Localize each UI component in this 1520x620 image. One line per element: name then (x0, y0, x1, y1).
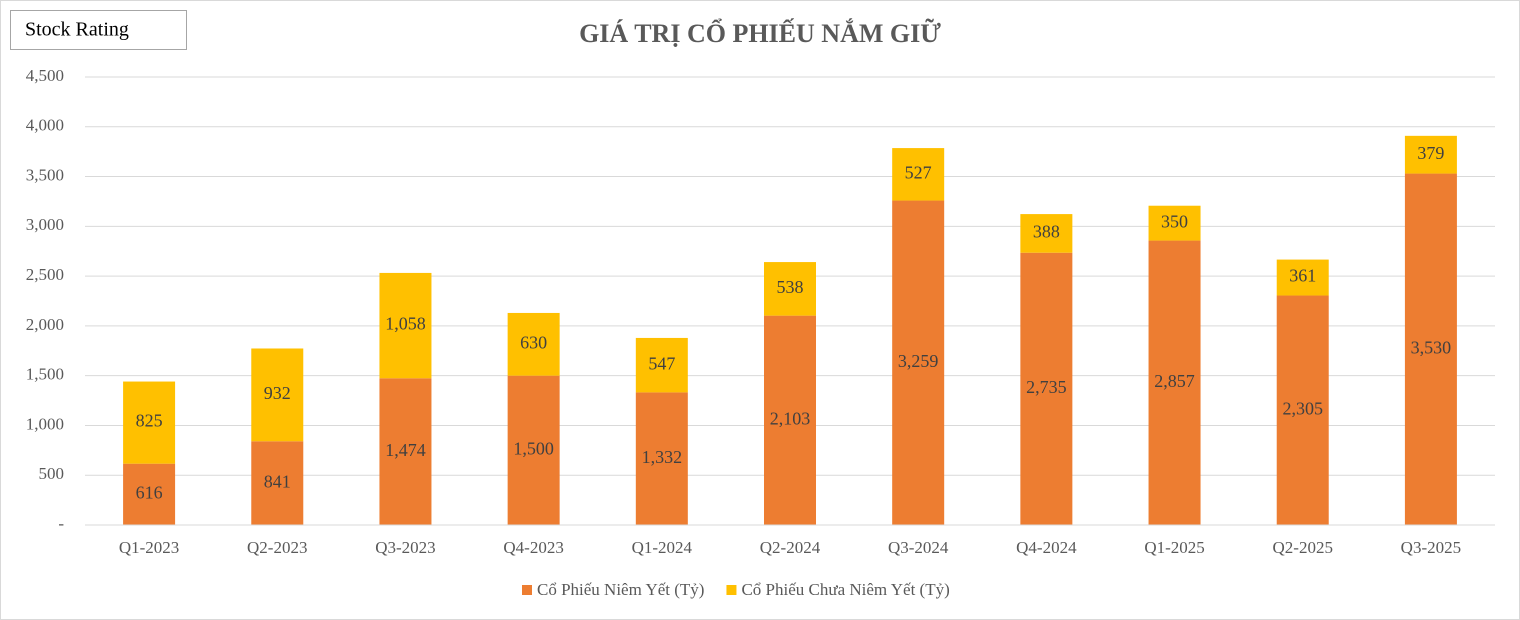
value-label: 527 (905, 162, 932, 182)
bar-segment (1404, 173, 1457, 525)
y-tick-label: 4,500 (26, 66, 64, 85)
y-tick-label: 4,000 (26, 116, 64, 135)
value-label: 1,058 (385, 314, 426, 334)
bar-segment (379, 378, 432, 525)
value-label: 932 (264, 383, 291, 403)
bar-segment (507, 312, 560, 376)
bar-segment (1020, 252, 1073, 525)
bar-segment (1276, 295, 1329, 525)
bar-segment (251, 441, 304, 525)
y-tick-label: 1,500 (26, 365, 64, 384)
y-tick-label: 2,500 (26, 265, 64, 284)
bar-segment (1276, 259, 1329, 296)
value-label: 538 (777, 277, 804, 297)
legend-swatch (522, 585, 532, 595)
bar-segment (892, 148, 945, 201)
value-label: 825 (136, 411, 163, 431)
legend-label: Cổ Phiếu Niêm Yết (Tỷ) (537, 580, 704, 599)
value-label: 2,857 (1154, 371, 1195, 391)
x-tick-label: Q4-2023 (503, 538, 563, 557)
value-label: 1,500 (513, 438, 554, 458)
annotation: Stock Rating (25, 19, 129, 41)
bar-segment (251, 348, 304, 442)
bar-segment (507, 375, 560, 525)
bar-segment (1148, 205, 1201, 241)
x-tick-label: Q2-2024 (760, 538, 821, 557)
bar-segment (764, 315, 816, 525)
bar-segment (1020, 214, 1073, 253)
x-tick-label: Q3-2025 (1401, 538, 1461, 557)
y-tick-label: - (58, 514, 64, 533)
chart-title: GIÁ TRỊ CỔ PHIẾU NẮM GIỮ (579, 19, 941, 48)
legend-swatch (726, 585, 737, 595)
x-tick-label: Q4-2024 (1016, 538, 1077, 557)
bar-segment (1404, 135, 1457, 174)
value-label: 2,305 (1282, 398, 1323, 418)
value-label: 841 (264, 471, 291, 491)
bar-segment (764, 262, 816, 316)
bar-segment (123, 381, 176, 464)
x-tick-label: Q2-2023 (247, 538, 307, 557)
legend-label: Cổ Phiếu Chưa Niêm Yết (Tỷ) (741, 580, 949, 599)
x-tick-label: Q3-2023 (375, 538, 435, 557)
x-tick-label: Q2-2025 (1273, 538, 1333, 557)
value-label: 2,103 (770, 408, 811, 428)
y-tick-label: 500 (39, 464, 65, 483)
value-label: 350 (1161, 211, 1188, 231)
value-label: 379 (1417, 143, 1444, 163)
bar-segment (379, 272, 432, 379)
x-tick-label: Q1-2025 (1144, 538, 1204, 557)
value-label: 361 (1289, 266, 1316, 286)
y-tick-label: 3,500 (26, 165, 64, 184)
value-label: 616 (136, 482, 163, 502)
x-tick-label: Q1-2024 (632, 538, 693, 557)
bar-segment (892, 200, 945, 525)
x-tick-label: Q1-2023 (119, 538, 179, 557)
value-label: 630 (520, 332, 547, 352)
value-label: 2,735 (1026, 377, 1067, 397)
y-tick-label: 1,000 (26, 414, 64, 433)
value-label: 547 (648, 353, 675, 373)
bar-segment (1148, 240, 1201, 526)
value-label: 3,259 (898, 351, 939, 371)
bar-segment (635, 337, 688, 393)
value-label: 1,474 (385, 440, 426, 460)
value-label: 388 (1033, 222, 1060, 242)
y-tick-label: 3,000 (26, 215, 64, 234)
value-label: 3,530 (1411, 337, 1452, 357)
bar-segment (635, 392, 688, 525)
value-label: 1,332 (642, 447, 683, 467)
y-tick-label: 2,000 (26, 315, 64, 334)
bar-segment (123, 463, 176, 525)
x-tick-label: Q3-2024 (888, 538, 949, 557)
annotation-box (10, 10, 187, 50)
